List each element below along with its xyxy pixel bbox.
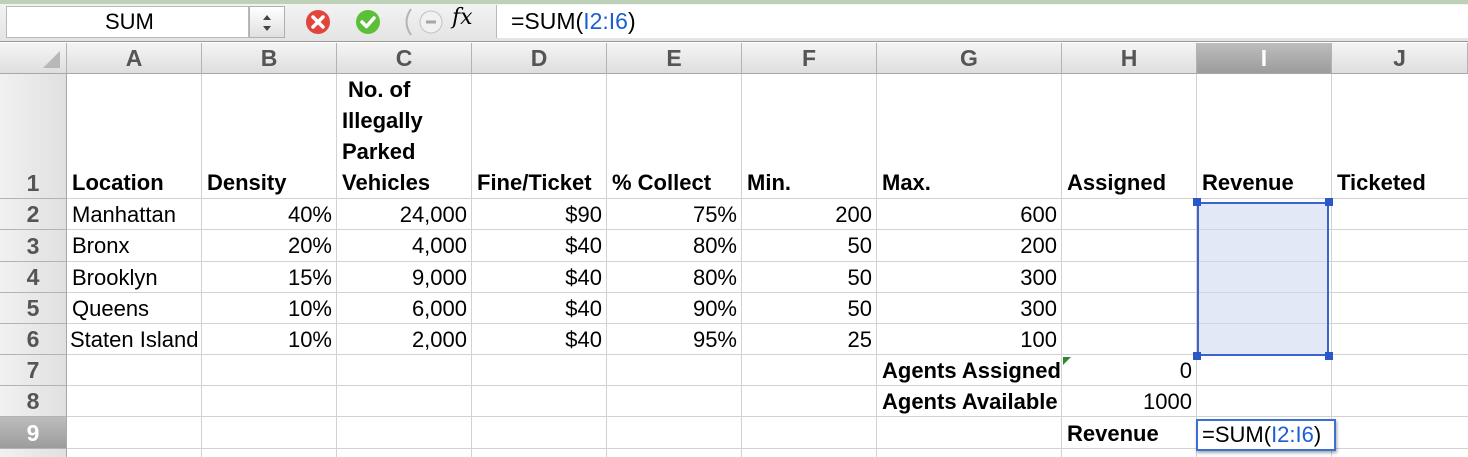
cell-vehicles[interactable]: 9,000 [411,265,467,290]
cell-fine[interactable]: $40 [565,233,602,258]
cell-location[interactable]: Manhattan [72,202,176,227]
cell-fine[interactable]: $40 [565,296,602,321]
agents-available-label[interactable]: Agents Available [882,389,1058,414]
cell-collect[interactable]: 90% [692,296,737,321]
toolbar-edge [0,0,1468,4]
cell-collect[interactable]: 80% [692,265,737,290]
checkmark-icon [356,10,380,34]
active-cell-editor[interactable]: =SUM(I2:I6) [1196,419,1336,451]
cell-fine[interactable]: $40 [565,265,602,290]
cell-max[interactable]: 100 [1020,327,1057,352]
selection-handle[interactable] [1325,352,1333,360]
header-density[interactable]: Density [207,170,287,195]
agents-assigned-label[interactable]: Agents Assigned [882,358,1061,383]
cell-fine[interactable]: $40 [565,327,602,352]
cancel-icon [306,10,330,34]
row-header-10[interactable] [0,449,67,457]
column-header-h[interactable]: H [1062,43,1197,74]
row-header-5[interactable]: 5 [0,293,67,324]
header-min[interactable]: Min. [747,170,791,195]
column-header-c[interactable]: C [337,43,472,74]
row-header-3[interactable]: 3 [0,230,67,262]
column-header-b[interactable]: B [202,43,337,74]
up-down-arrows-icon [263,15,271,31]
cell-min[interactable]: 50 [847,233,872,258]
cell-min[interactable]: 50 [847,296,872,321]
row-header-6[interactable]: 6 [0,324,67,355]
row-header-9[interactable]: 9 [0,417,67,449]
selection-handle[interactable] [1193,352,1201,360]
header-location[interactable]: Location [72,170,164,195]
cell-vehicles[interactable]: 4,000 [411,233,467,258]
header-collect[interactable]: % Collect [612,170,712,195]
cell-vehicles[interactable]: 6,000 [411,296,467,321]
error-indicator-icon [1063,357,1071,365]
cell-max[interactable]: 300 [1020,265,1057,290]
row-header-7[interactable]: 7 [0,355,67,386]
name-box-dropdown[interactable] [249,6,285,38]
agents-assigned-value[interactable]: 0 [1179,358,1192,383]
cancel-edit-button[interactable] [305,9,331,35]
select-all-triangle-icon [43,51,60,68]
selection-handle[interactable] [1325,198,1333,206]
column-header-f[interactable]: F [742,43,877,74]
cell-location[interactable]: Staten Island [70,327,199,352]
cell-max[interactable]: 600 [1020,202,1057,227]
cell-min[interactable]: 25 [847,327,872,352]
header-ticketed[interactable]: Ticketed [1337,170,1426,195]
row-header-1[interactable]: 1 [0,74,67,199]
name-box[interactable]: SUM [6,6,249,38]
header-max[interactable]: Max. [882,170,931,195]
cell-density[interactable]: 40% [287,202,332,227]
selection-handle[interactable] [1193,198,1201,206]
cell-collect[interactable]: 95% [692,327,737,352]
header-assigned[interactable]: Assigned [1067,170,1167,195]
spreadsheet-grid[interactable]: A B C D E F G H I J 1 2 3 4 5 6 7 8 9 Lo… [0,43,1468,457]
column-header-a[interactable]: A [67,43,202,74]
select-all-corner[interactable] [0,43,67,74]
formula-input[interactable]: =SUM(I2:I6) [496,5,1468,38]
cell-density[interactable]: 20% [287,233,332,258]
cell-min[interactable]: 50 [847,265,872,290]
row-header-2[interactable]: 2 [0,199,67,230]
cell-collect[interactable]: 80% [692,233,737,258]
column-header-d[interactable]: D [472,43,607,74]
cell-max[interactable]: 300 [1020,296,1057,321]
agents-available-value[interactable]: 1000 [1143,389,1192,414]
cell-max[interactable]: 200 [1020,233,1057,258]
column-header-i[interactable]: I [1197,43,1332,74]
column-header-e[interactable]: E [607,43,742,74]
cell-vehicles[interactable]: 24,000 [399,202,467,227]
row-header-4[interactable]: 4 [0,262,67,293]
cell-density[interactable]: 10% [287,296,332,321]
cell-density[interactable]: 10% [287,327,332,352]
formula-bar: SUM fx =SUM(I2:I6) [0,0,1468,42]
cell-collect[interactable]: 75% [692,202,737,227]
enter-formula-button[interactable] [355,9,381,35]
header-fine-ticket[interactable]: Fine/Ticket [477,170,592,195]
header-vehicles[interactable]: No. of Illegally Parked Vehicles [342,77,431,195]
revenue-label[interactable]: Revenue [1067,421,1159,446]
selected-range[interactable] [1197,202,1329,356]
cell-location[interactable]: Queens [72,296,150,321]
row-header-8[interactable]: 8 [0,386,67,417]
fx-label[interactable]: fx [452,5,473,30]
column-header-j[interactable]: J [1332,43,1468,74]
insert-function-icon[interactable] [401,6,495,38]
cell-location[interactable]: Bronx [72,233,130,258]
cell-location[interactable]: Brooklyn [72,265,158,290]
header-revenue[interactable]: Revenue [1202,170,1294,195]
cell-vehicles[interactable]: 2,000 [411,327,467,352]
cell-min[interactable]: 200 [835,202,872,227]
column-header-g[interactable]: G [877,43,1062,74]
cell-density[interactable]: 15% [287,265,332,290]
cell-fine[interactable]: $90 [565,202,602,227]
